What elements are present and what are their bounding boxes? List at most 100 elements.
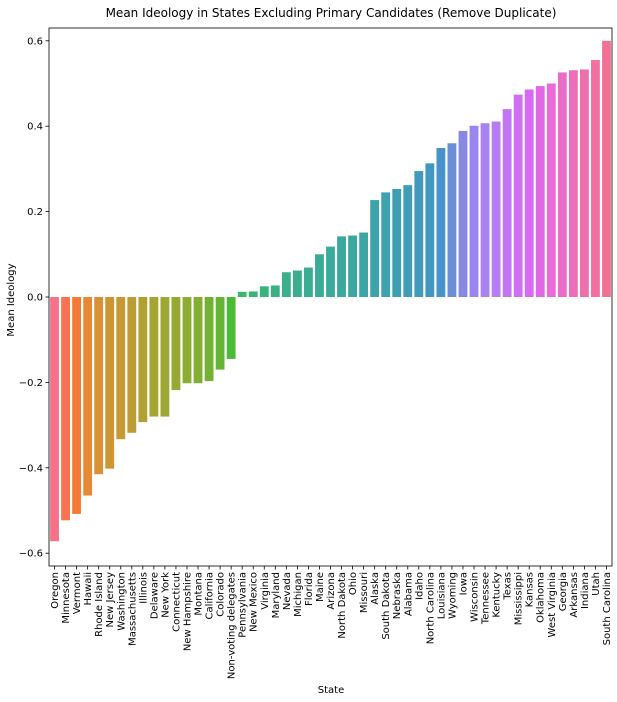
x-tick-label: Massachusetts — [127, 572, 138, 646]
y-tick-label: 0.6 — [27, 36, 43, 47]
bar — [546, 83, 556, 297]
y-tick-label: −0.4 — [19, 463, 43, 474]
y-tick-label: 0.0 — [27, 293, 43, 304]
bar — [270, 285, 280, 297]
x-tick-label: Idaho — [414, 572, 425, 600]
x-tick-label: New Mexico — [249, 572, 260, 632]
bar — [281, 272, 291, 297]
bar — [491, 121, 501, 297]
x-tick-label: Washington — [116, 572, 127, 631]
x-tick-label: New Jersey — [105, 572, 116, 628]
x-tick-label: Missouri — [359, 572, 370, 613]
x-tick-label: Nevada — [282, 572, 293, 610]
x-tick-label: South Carolina — [602, 572, 613, 645]
bar — [127, 297, 137, 433]
y-tick-label: −0.2 — [19, 378, 43, 389]
x-tick-label: Montana — [194, 572, 205, 616]
bar — [138, 297, 148, 423]
x-tick-label: Alaska — [370, 572, 381, 605]
x-tick-label: Rhode Island — [94, 572, 105, 637]
bar — [524, 89, 534, 297]
x-tick-label: Tennessee — [481, 572, 492, 625]
bar — [480, 123, 490, 297]
x-tick-label: Pennsylvania — [238, 572, 249, 638]
y-tick-label: −0.6 — [19, 549, 43, 560]
x-tick-label: Oklahoma — [536, 572, 547, 623]
bar — [182, 297, 192, 384]
x-tick-label: Utah — [591, 572, 602, 596]
bar — [568, 70, 578, 298]
x-tick-label: Alabama — [403, 572, 414, 616]
bar — [116, 297, 126, 440]
bar — [304, 267, 313, 297]
x-tick-label: West Virginia — [547, 572, 558, 637]
x-tick-label: Illinois — [138, 572, 149, 604]
bar — [513, 94, 523, 297]
x-tick-label: Indiana — [580, 572, 591, 609]
y-tick-label: 0.2 — [27, 207, 43, 218]
bar — [469, 125, 479, 298]
x-tick-label: Nebraska — [392, 572, 403, 619]
bar — [215, 297, 225, 370]
x-tick-label: Texas — [503, 572, 514, 601]
x-tick-label: Arkansas — [569, 572, 580, 618]
bar — [248, 291, 258, 297]
bar — [602, 40, 611, 298]
x-tick-label: Louisiana — [436, 572, 447, 619]
x-tick-label: South Dakota — [381, 572, 392, 640]
x-tick-label: North Dakota — [337, 572, 348, 639]
bar — [61, 297, 70, 521]
y-axis-title: Mean Ideology — [6, 263, 17, 336]
x-tick-label: Virginia — [260, 572, 271, 610]
bar — [425, 163, 435, 297]
bar — [226, 297, 236, 359]
x-tick-label: Iowa — [458, 572, 469, 595]
bar — [348, 235, 357, 297]
x-tick-label: Maryland — [271, 572, 282, 618]
bar — [94, 297, 104, 475]
x-tick-label: Hawaii — [83, 572, 94, 606]
bar — [458, 130, 468, 297]
x-tick-label: Arizona — [326, 572, 337, 610]
x-tick-label: Minnesota — [61, 572, 72, 624]
x-tick-label: Vermont — [72, 572, 83, 614]
bar — [326, 246, 335, 297]
x-tick-label: Non-voting delegates — [227, 572, 238, 679]
x-tick-label: Delaware — [149, 572, 160, 619]
y-axis: −0.6 −0.4 −0.2 0.0 0.2 0.4 0.6 — [19, 36, 49, 560]
x-tick-label: New York — [160, 572, 171, 618]
bar — [149, 297, 159, 417]
x-tick-label: New Hampshire — [182, 572, 193, 651]
bar — [557, 72, 567, 298]
x-axis-title: State — [318, 685, 344, 696]
bar — [579, 69, 589, 298]
x-tick-label: Mississippi — [514, 572, 525, 625]
bar — [381, 192, 391, 297]
bar — [447, 143, 457, 297]
x-tick-label: California — [205, 572, 216, 620]
bar — [292, 270, 302, 297]
bar — [370, 200, 380, 297]
x-tick-label: North Carolina — [425, 572, 436, 644]
x-tick-label: Oregon — [50, 572, 61, 609]
bar — [436, 147, 446, 297]
plot-frame — [48, 27, 613, 567]
x-axis: Oregon Minnesota Vermont Hawaii Rhode Island… — [50, 566, 613, 679]
x-tick-label: Wyoming — [447, 572, 458, 619]
bar — [193, 297, 203, 384]
bar — [171, 297, 181, 391]
bar — [414, 171, 424, 297]
bar — [105, 297, 115, 469]
bar — [403, 185, 413, 297]
x-tick-label: Georgia — [558, 572, 569, 611]
x-tick-label: Wisconsin — [470, 572, 481, 622]
bar — [83, 297, 93, 496]
bars-group — [50, 40, 611, 542]
x-tick-label: Ohio — [348, 572, 359, 595]
bar — [591, 60, 600, 298]
bar — [204, 297, 214, 382]
bar — [359, 232, 369, 297]
y-tick-label: 0.4 — [27, 122, 43, 133]
bar — [535, 86, 545, 297]
